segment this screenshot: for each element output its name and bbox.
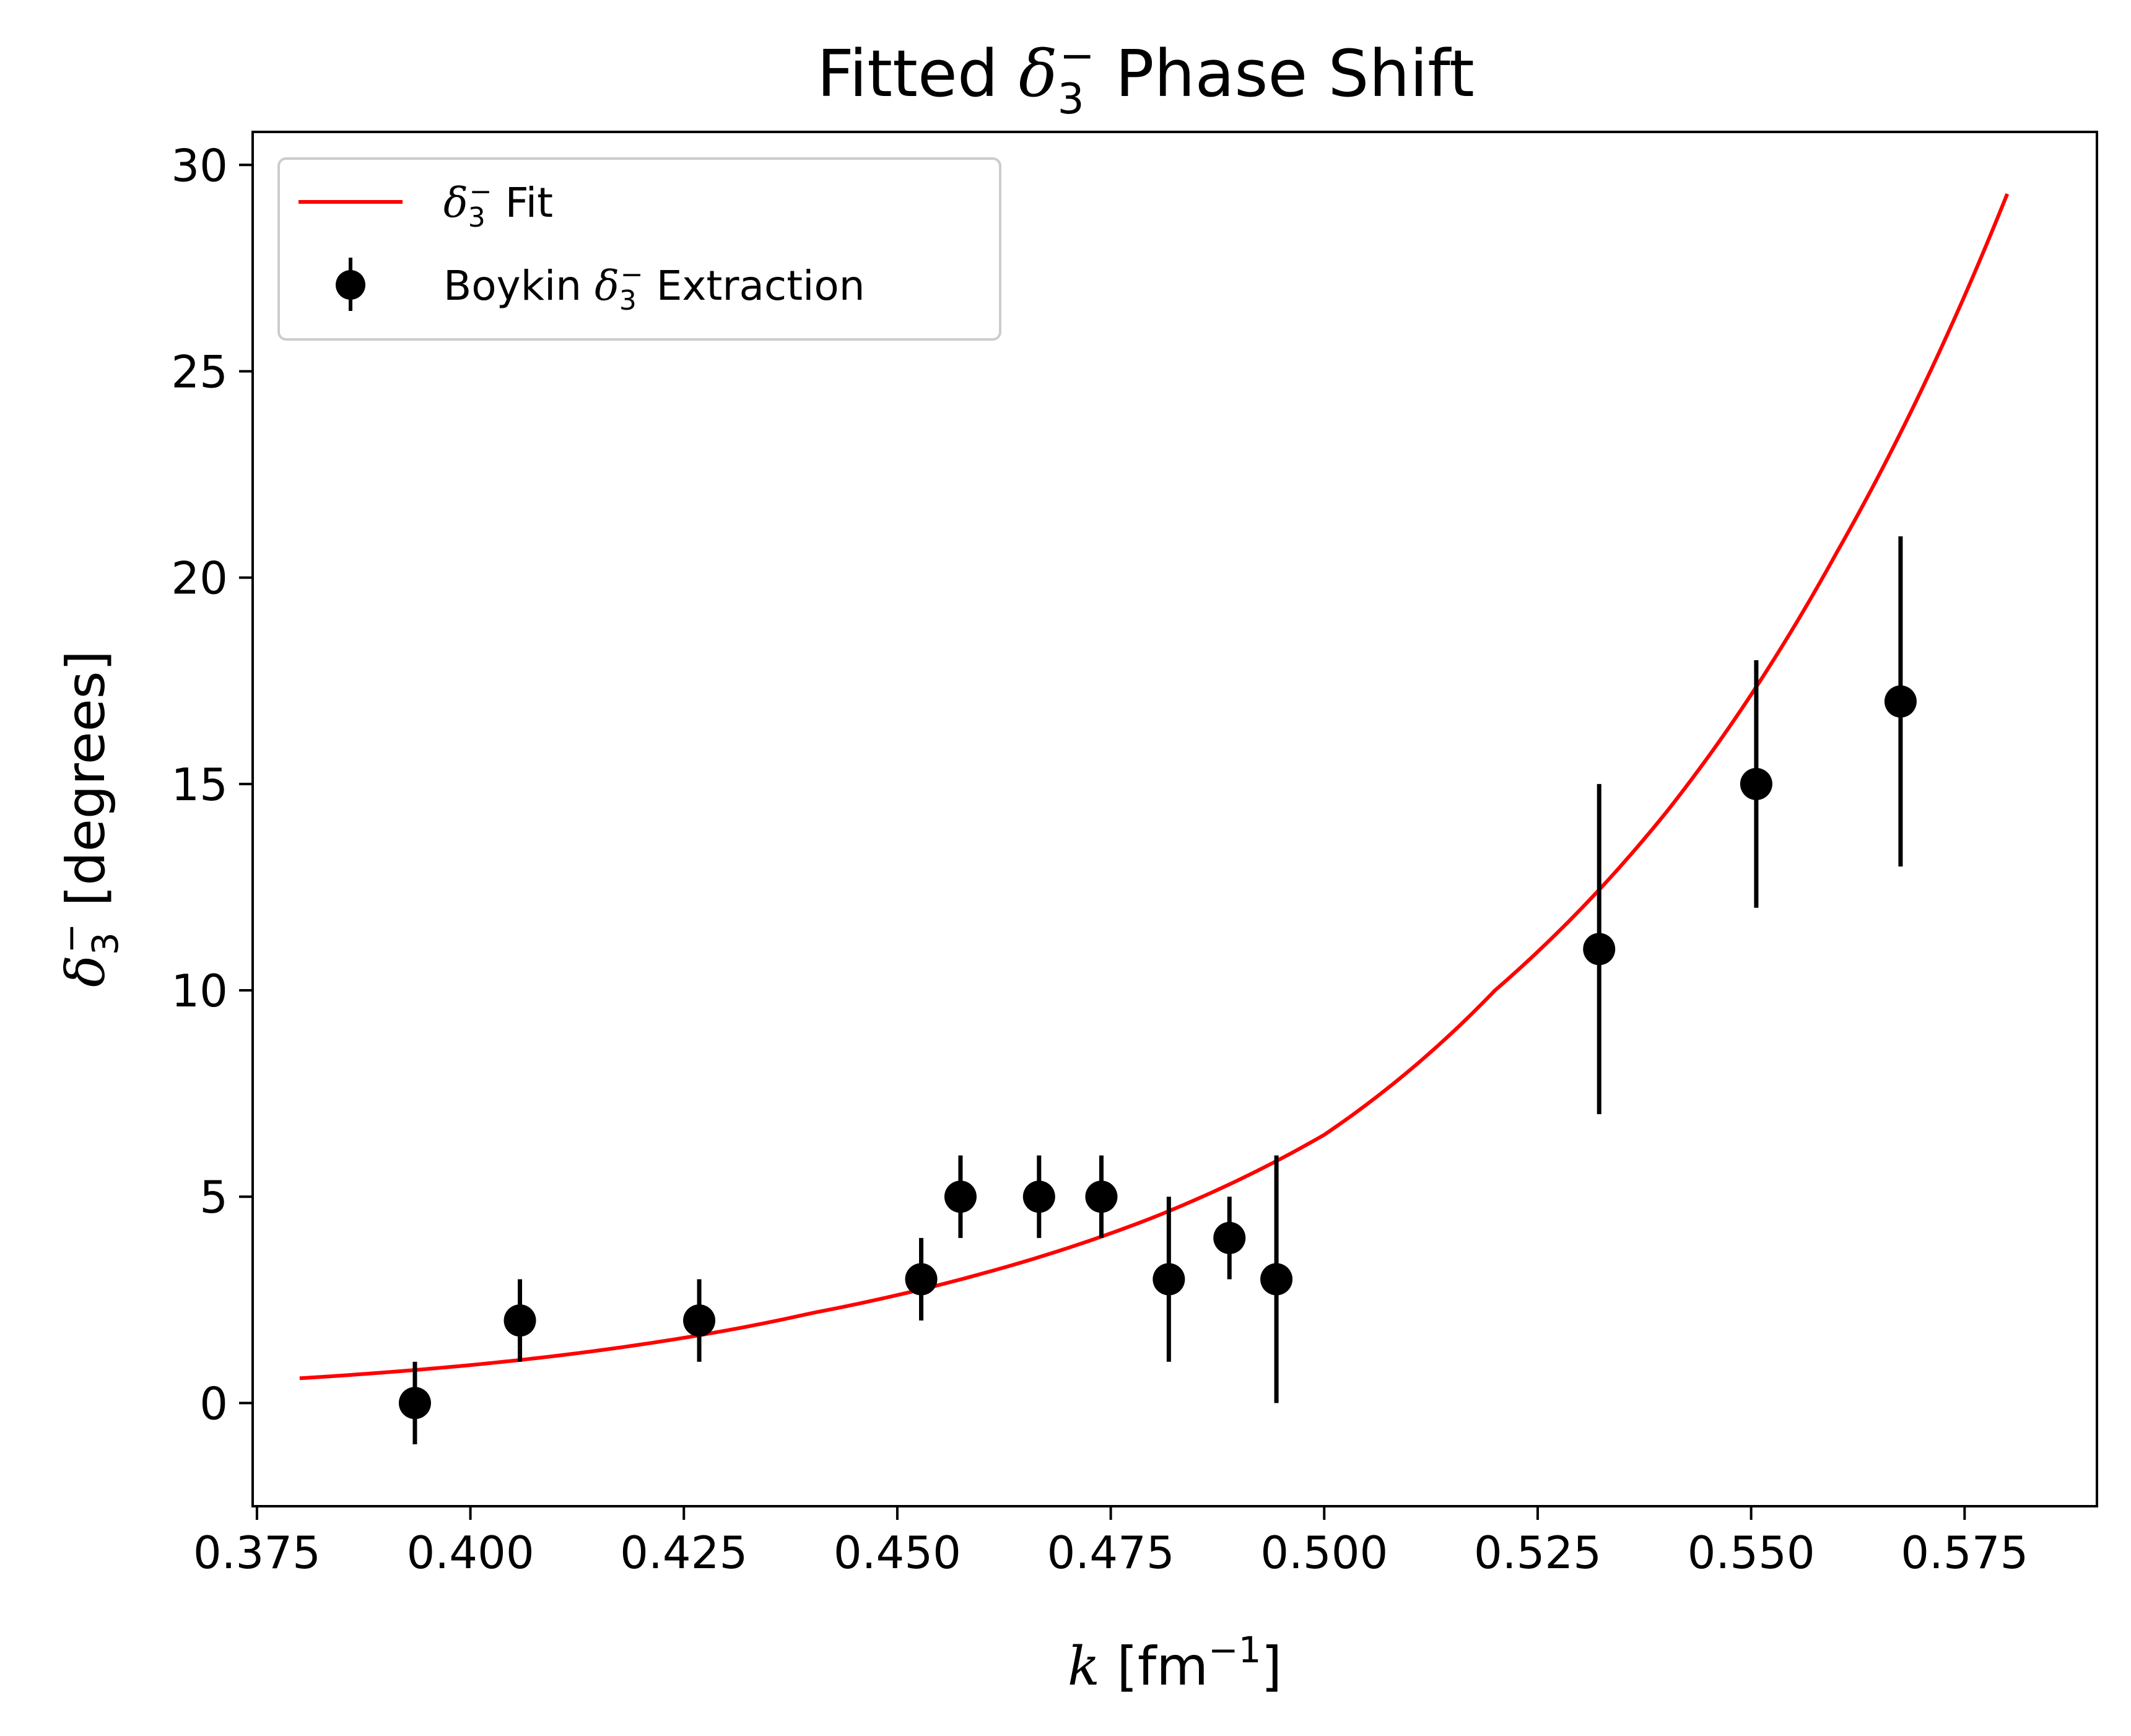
y-tick-label: 25 [171,346,228,398]
data-point [683,1304,716,1337]
legend-data-label: Boykin δ3− Extraction [443,259,865,316]
x-tick-label: 0.525 [1474,1527,1602,1579]
y-axis-label: δ3− [degrees] [50,650,126,987]
x-tick-label: 0.400 [407,1527,534,1579]
data-point [1213,1221,1246,1254]
x-tick-label: 0.575 [1901,1527,2028,1579]
data-point [398,1387,431,1420]
y-tick-label: 20 [171,552,228,604]
chart-title: Fitted δ3− Phase Shift [817,32,1475,124]
data-point [944,1180,977,1213]
legend: δ3− Fit Boykin δ3− Extraction [277,157,1001,341]
x-tick-label: 0.450 [834,1527,961,1579]
y-tick-label: 5 [199,1171,228,1223]
x-tick-label: 0.425 [620,1527,747,1579]
y-axis: 0 5 10 15 20 25 30 [171,139,253,1429]
x-axis-label: k [fm−1] [1068,1629,1282,1698]
data-point [1022,1180,1055,1213]
legend-fit-label: δ3− Fit [443,176,553,233]
data-point [503,1304,536,1337]
y-tick-label: 15 [171,759,228,811]
legend-box [277,157,1001,341]
data-point [1740,767,1772,800]
data-point [1583,933,1616,966]
y-tick-label: 0 [199,1377,228,1429]
data-point [1884,685,1917,718]
data-series [398,536,1917,1445]
y-tick-label: 10 [171,965,228,1017]
data-point [1153,1263,1185,1296]
fit-curve [299,193,2010,1381]
x-tick-label: 0.475 [1047,1527,1175,1579]
y-tick-label: 30 [171,139,228,191]
fit-series [299,193,2010,1381]
x-tick-label: 0.375 [193,1527,321,1579]
data-point [1260,1263,1293,1296]
x-tick-label: 0.500 [1260,1527,1388,1579]
plot-area [251,131,2098,1507]
x-axis: 0.375 0.400 0.425 0.450 0.475 0.500 0.525 0.550… [193,1506,2028,1579]
data-point [1085,1180,1118,1213]
data-point [905,1263,938,1296]
x-tick-label: 0.550 [1688,1527,1815,1579]
legend-marker-icon [336,270,365,300]
